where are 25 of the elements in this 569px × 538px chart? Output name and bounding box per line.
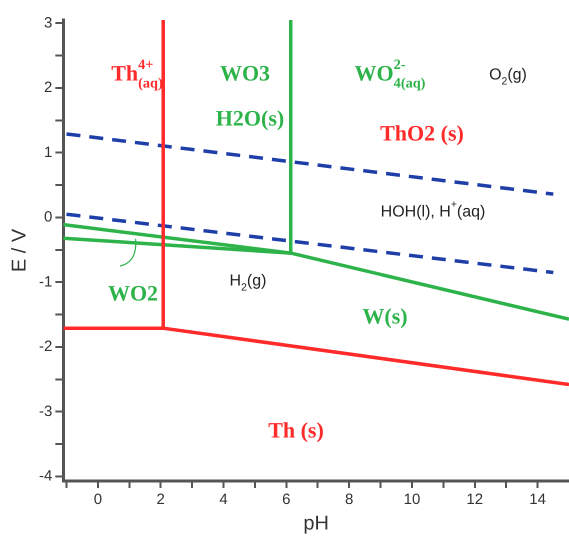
x-tick-label: 10 [404, 491, 420, 508]
y-axis-title: E / V [8, 228, 31, 272]
annotation: H2O(s) [216, 106, 284, 131]
annotation: W(s) [362, 304, 408, 329]
x-tick-label: 4 [219, 491, 228, 508]
x-tick-label: 12 [466, 491, 484, 508]
y-tick-label: -3 [38, 402, 52, 420]
y-tick-label: -4 [38, 468, 52, 485]
annotation: Th (s) [268, 418, 324, 443]
annotation: HOH(l), H+(aq) [380, 200, 486, 220]
x-tick-label: 14 [529, 491, 546, 508]
x-tick-label: 0 [94, 491, 102, 508]
annotation: ThO2 (s) [380, 120, 464, 146]
x-tick-label: 8 [344, 491, 354, 508]
y-tick-label: 2 [44, 79, 52, 96]
x-tick-label: 6 [282, 491, 291, 508]
annotation: WO3 [220, 60, 270, 86]
y-tick-label: 1 [44, 144, 52, 161]
y-tick-label: -2 [38, 338, 52, 356]
y-tick-label: -1 [38, 273, 52, 290]
x-axis-title: pH [303, 512, 329, 535]
annotation: WO2 [108, 280, 158, 306]
x-tick-label: 2 [156, 491, 165, 508]
y-tick-label: 0 [44, 208, 52, 226]
y-tick-label: 3 [44, 14, 52, 32]
